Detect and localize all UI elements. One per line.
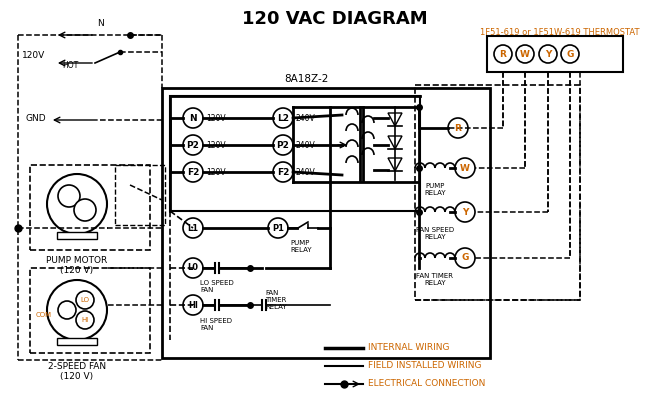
Text: P2: P2 (186, 140, 200, 150)
Text: HI: HI (81, 317, 88, 323)
Text: W: W (520, 49, 530, 59)
Circle shape (455, 248, 475, 268)
Text: N: N (96, 19, 103, 28)
Text: PUMP
RELAY: PUMP RELAY (424, 183, 446, 196)
Text: 1F51-619 or 1F51W-619 THERMOSTAT: 1F51-619 or 1F51W-619 THERMOSTAT (480, 28, 640, 37)
Text: PUMP
RELAY: PUMP RELAY (290, 240, 312, 253)
Circle shape (561, 45, 579, 63)
Circle shape (183, 108, 203, 128)
Text: P1: P1 (272, 223, 284, 233)
Text: N: N (189, 114, 197, 122)
Text: Y: Y (462, 207, 468, 217)
Circle shape (74, 199, 96, 221)
Circle shape (516, 45, 534, 63)
Text: HI SPEED
FAN: HI SPEED FAN (200, 318, 232, 331)
Text: L2: L2 (277, 114, 289, 122)
Bar (415, 85, 580, 300)
Text: Y: Y (545, 49, 551, 59)
Circle shape (47, 174, 107, 234)
Text: HOT: HOT (62, 61, 78, 70)
Text: L0: L0 (188, 264, 198, 272)
Text: INTERNAL WIRING: INTERNAL WIRING (368, 344, 450, 352)
Bar (487, 36, 623, 72)
Text: R: R (500, 49, 507, 59)
Text: PUMP MOTOR
(120 V): PUMP MOTOR (120 V) (46, 256, 108, 275)
Bar (30, 165, 150, 250)
Circle shape (273, 162, 293, 182)
Bar (115, 165, 165, 225)
Text: FAN
TIMER
RELAY: FAN TIMER RELAY (265, 290, 287, 310)
Text: COM: COM (36, 312, 52, 318)
Text: 120V: 120V (206, 114, 226, 122)
Text: P2: P2 (277, 140, 289, 150)
Text: 240V: 240V (296, 168, 316, 176)
Bar (57, 338, 97, 345)
Bar (162, 88, 490, 358)
Text: 240V: 240V (296, 140, 316, 150)
Text: G: G (462, 253, 469, 262)
Text: 2-SPEED FAN
(120 V): 2-SPEED FAN (120 V) (48, 362, 106, 381)
Circle shape (455, 158, 475, 178)
Circle shape (47, 280, 107, 340)
Text: F2: F2 (187, 168, 199, 176)
Text: 120 VAC DIAGRAM: 120 VAC DIAGRAM (242, 10, 428, 28)
Text: 240V: 240V (296, 114, 316, 122)
Text: FAN SPEED
RELAY: FAN SPEED RELAY (416, 227, 454, 240)
Text: 8A18Z-2: 8A18Z-2 (284, 74, 328, 84)
Text: ELECTRICAL CONNECTION: ELECTRICAL CONNECTION (368, 380, 485, 388)
Text: 120V: 120V (206, 140, 226, 150)
Text: FIELD INSTALLED WIRING: FIELD INSTALLED WIRING (368, 362, 482, 370)
Text: R: R (454, 124, 462, 132)
Bar (30, 268, 150, 353)
Circle shape (76, 291, 94, 309)
Circle shape (183, 258, 203, 278)
Circle shape (183, 162, 203, 182)
Text: 120V: 120V (206, 168, 226, 176)
Bar (170, 96, 420, 211)
Circle shape (58, 185, 80, 207)
Text: LO SPEED
FAN: LO SPEED FAN (200, 280, 234, 293)
Circle shape (455, 202, 475, 222)
Circle shape (494, 45, 512, 63)
Circle shape (539, 45, 557, 63)
Circle shape (273, 135, 293, 155)
Text: G: G (566, 49, 574, 59)
Text: FAN TIMER
RELAY: FAN TIMER RELAY (417, 273, 454, 286)
Circle shape (183, 135, 203, 155)
Text: LO: LO (80, 297, 90, 303)
Circle shape (183, 295, 203, 315)
Text: 120V: 120V (22, 51, 46, 59)
Text: L1: L1 (188, 223, 198, 233)
Circle shape (273, 108, 293, 128)
Text: GND: GND (25, 114, 46, 122)
Circle shape (448, 118, 468, 138)
Circle shape (268, 218, 288, 238)
Text: W: W (460, 163, 470, 173)
Text: HI: HI (188, 300, 198, 310)
Circle shape (183, 218, 203, 238)
Circle shape (76, 311, 94, 329)
Circle shape (58, 301, 76, 319)
Bar (57, 232, 97, 239)
Text: F2: F2 (277, 168, 289, 176)
